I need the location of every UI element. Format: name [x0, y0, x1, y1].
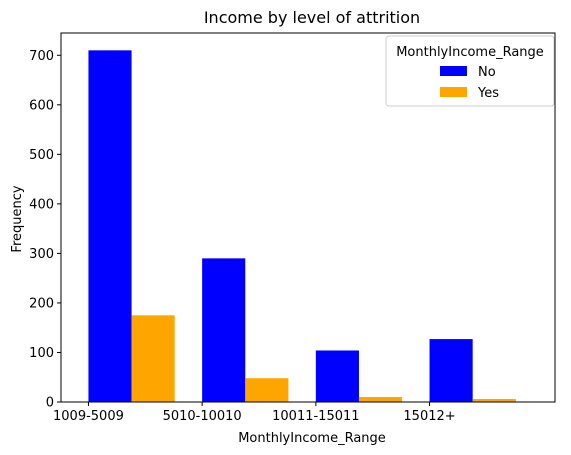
chart-title: Income by level of attrition	[204, 8, 420, 27]
x-tick-label-3: 15012+	[403, 409, 455, 424]
y-tick-label-4: 400	[29, 197, 54, 212]
y-tick-label-7: 700	[29, 49, 54, 64]
x-axis: 1009-5009 5010-10010 10011-15011 15012+	[53, 402, 456, 424]
y-axis: 0 100 200 300 400 500 600 700	[29, 49, 61, 411]
plot-frame	[60, 32, 556, 403]
legend-label-no: No	[478, 65, 496, 80]
bar-yes-1	[245, 378, 289, 402]
bar-no-3	[429, 339, 473, 402]
bar-yes-0	[131, 315, 175, 402]
legend: MonthlyIncome_Range No Yes	[385, 35, 555, 107]
bar-no-1	[202, 258, 246, 402]
y-axis-label: Frequency	[10, 185, 25, 252]
bar-no-2	[315, 350, 359, 402]
plot-area: 0 100 200 300 400 500 600 700 1009-5009 5010-100…	[29, 32, 556, 424]
bar-yes-2	[358, 397, 403, 402]
x-tick-label-1: 5010-10010	[163, 409, 242, 424]
y-tick-label-5: 500	[29, 148, 54, 163]
bar-yes-3	[472, 399, 516, 402]
legend-box	[385, 35, 555, 107]
legend-label-yes: Yes	[477, 86, 499, 101]
bar-no-0	[88, 50, 132, 402]
x-tick-label-0: 1009-5009	[53, 409, 124, 424]
x-axis-label: MonthlyIncome_Range	[238, 431, 386, 446]
legend-items: No Yes	[440, 65, 499, 101]
y-tick-label-1: 100	[29, 346, 54, 361]
legend-swatch-no	[440, 66, 467, 76]
y-tick-label-3: 300	[29, 247, 54, 262]
y-tick-label-0: 0	[46, 396, 54, 411]
legend-swatch-yes	[440, 87, 467, 97]
y-tick-label-6: 600	[29, 98, 54, 113]
legend-title: MonthlyIncome_Range	[396, 45, 544, 60]
x-tick-label-2: 10011-15011	[272, 409, 359, 424]
y-tick-label-2: 200	[29, 296, 54, 311]
bars-group	[88, 50, 516, 402]
